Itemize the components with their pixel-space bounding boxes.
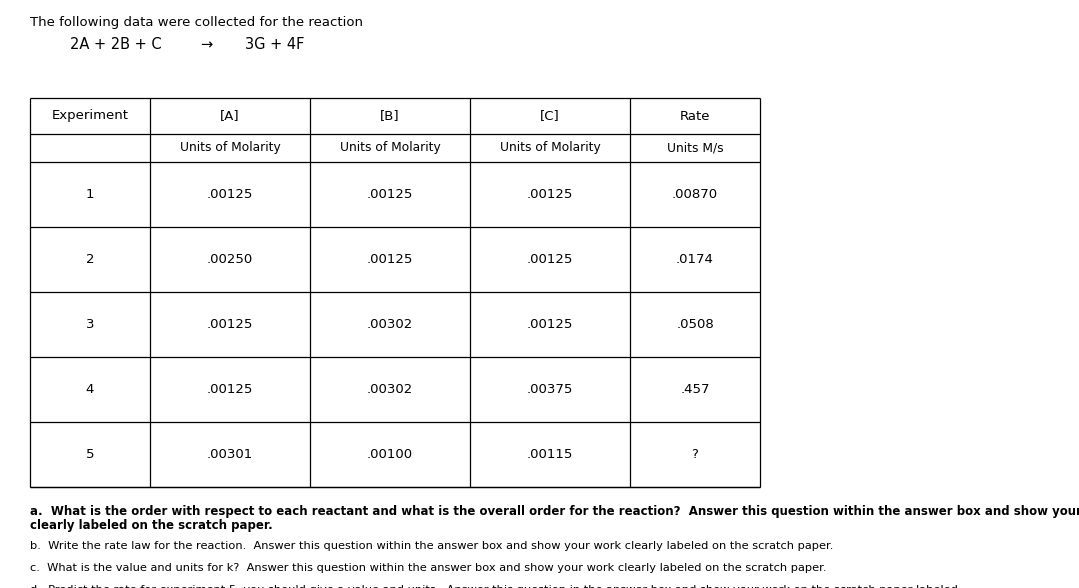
- Text: Units of Molarity: Units of Molarity: [179, 142, 281, 155]
- Text: 3G + 4F: 3G + 4F: [245, 37, 304, 52]
- Text: 1: 1: [85, 188, 94, 201]
- Text: .00125: .00125: [207, 318, 254, 331]
- Text: 2A + 2B + C: 2A + 2B + C: [70, 37, 162, 52]
- Text: The following data were collected for the reaction: The following data were collected for th…: [30, 16, 363, 29]
- Text: Units of Molarity: Units of Molarity: [340, 142, 440, 155]
- Text: [B]: [B]: [380, 109, 400, 122]
- Text: b.  Write the rate law for the reaction.  Answer this question within the answer: b. Write the rate law for the reaction. …: [30, 541, 833, 551]
- Text: .00125: .00125: [527, 253, 573, 266]
- Text: [C]: [C]: [541, 109, 560, 122]
- Text: .00125: .00125: [367, 188, 413, 201]
- Text: a.  What is the order with respect to each reactant and what is the overall orde: a. What is the order with respect to eac…: [30, 505, 1079, 518]
- Text: .00302: .00302: [367, 383, 413, 396]
- Text: .00301: .00301: [207, 448, 254, 461]
- Text: .00125: .00125: [207, 188, 254, 201]
- Text: .00125: .00125: [527, 318, 573, 331]
- Text: d.  Predict the rate for experiment 5, you should give a value and units.  Answe: d. Predict the rate for experiment 5, yo…: [30, 585, 958, 588]
- Text: .00870: .00870: [672, 188, 718, 201]
- Text: 2: 2: [85, 253, 94, 266]
- Text: 3: 3: [85, 318, 94, 331]
- Text: .00115: .00115: [527, 448, 573, 461]
- Text: .457: .457: [680, 383, 710, 396]
- Text: .0174: .0174: [677, 253, 714, 266]
- Text: Units of Molarity: Units of Molarity: [500, 142, 600, 155]
- Text: .00250: .00250: [207, 253, 254, 266]
- Text: .00302: .00302: [367, 318, 413, 331]
- Text: .00125: .00125: [527, 188, 573, 201]
- Text: .00125: .00125: [367, 253, 413, 266]
- Text: →: →: [200, 37, 213, 52]
- Text: 4: 4: [86, 383, 94, 396]
- Text: .00125: .00125: [207, 383, 254, 396]
- Text: Rate: Rate: [680, 109, 710, 122]
- Text: Units M/s: Units M/s: [667, 142, 723, 155]
- Text: [A]: [A]: [220, 109, 240, 122]
- Text: c.  What is the value and units for k?  Answer this question within the answer b: c. What is the value and units for k? An…: [30, 563, 827, 573]
- Text: ?: ?: [692, 448, 698, 461]
- Text: Experiment: Experiment: [52, 109, 128, 122]
- Text: .00100: .00100: [367, 448, 413, 461]
- Text: .00375: .00375: [527, 383, 573, 396]
- Text: 5: 5: [85, 448, 94, 461]
- Text: .0508: .0508: [677, 318, 714, 331]
- Text: clearly labeled on the scratch paper.: clearly labeled on the scratch paper.: [30, 519, 273, 532]
